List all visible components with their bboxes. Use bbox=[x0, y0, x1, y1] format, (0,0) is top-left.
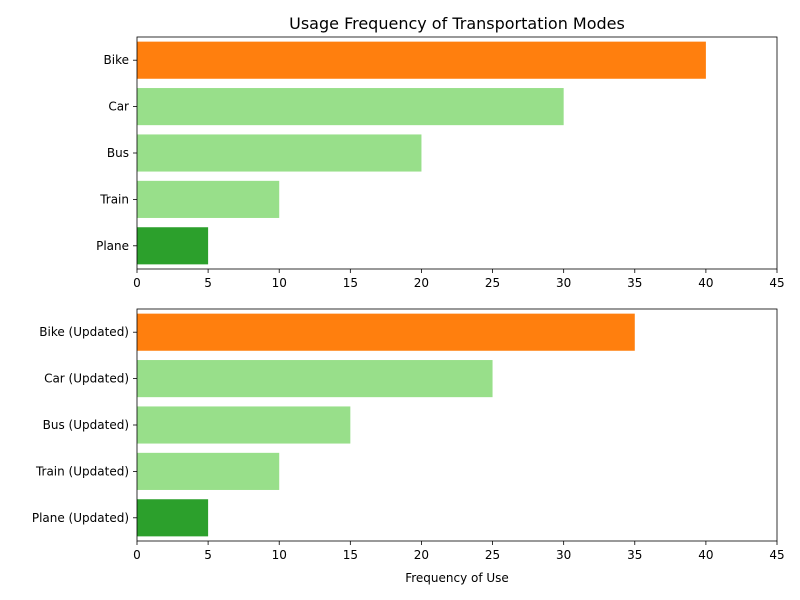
x-tick-label: 5 bbox=[204, 276, 212, 290]
y-tick-label: Plane bbox=[96, 239, 129, 253]
y-tick-label: Train (Updated) bbox=[35, 464, 129, 478]
x-tick-label: 35 bbox=[627, 276, 642, 290]
y-tick-label: Bus bbox=[107, 146, 129, 160]
x-tick-label: 0 bbox=[133, 276, 141, 290]
x-tick-label: 20 bbox=[414, 276, 429, 290]
y-tick-label: Car bbox=[108, 100, 129, 114]
x-tick-label: 10 bbox=[272, 548, 287, 562]
x-tick-label: 45 bbox=[769, 548, 784, 562]
chart-panel-1: Bike Car Bus Train Plane 0 5 10 15 20 25 30 35 40 45 Us… bbox=[96, 14, 785, 290]
bar-car bbox=[137, 88, 564, 126]
bar-train bbox=[137, 180, 280, 218]
chart-panel-2: Bike (Updated) Car (Updated) Bus (Updated)… bbox=[32, 308, 785, 585]
axes-frame bbox=[136, 308, 778, 542]
x-tick-label: 0 bbox=[133, 548, 141, 562]
y-tick-label: Bike (Updated) bbox=[39, 325, 129, 339]
y-tick-label: Bike bbox=[104, 53, 129, 67]
x-tick-label: 35 bbox=[627, 548, 642, 562]
x-tick-label: 5 bbox=[204, 548, 212, 562]
bar-bike bbox=[137, 41, 706, 79]
y-tick-label: Plane (Updated) bbox=[32, 511, 129, 525]
x-tick-label: 10 bbox=[272, 276, 287, 290]
bar-plane-updated bbox=[137, 499, 209, 537]
x-tick-label: 30 bbox=[556, 276, 571, 290]
x-tick-label: 40 bbox=[698, 276, 713, 290]
x-tick-label: 25 bbox=[485, 548, 500, 562]
axes-frame bbox=[136, 36, 778, 270]
y-tick-label: Train bbox=[99, 192, 129, 206]
x-tick-label: 40 bbox=[698, 548, 713, 562]
x-tick-label: 20 bbox=[414, 548, 429, 562]
x-tick-label: 45 bbox=[769, 276, 784, 290]
bar-car-updated bbox=[137, 360, 493, 398]
bar-plane bbox=[137, 227, 209, 265]
bar-train-updated bbox=[137, 452, 280, 490]
x-tick-label: 15 bbox=[343, 548, 358, 562]
bar-bus-updated bbox=[137, 406, 351, 444]
x-tick-label: 25 bbox=[485, 276, 500, 290]
chart-title: Usage Frequency of Transportation Modes bbox=[289, 14, 625, 33]
x-tick-label: 30 bbox=[556, 548, 571, 562]
x-axis-label: Frequency of Use bbox=[405, 571, 509, 585]
bar-bus bbox=[137, 134, 422, 172]
x-tick-label: 15 bbox=[343, 276, 358, 290]
y-tick-label: Car (Updated) bbox=[44, 372, 129, 386]
y-tick-label: Bus (Updated) bbox=[43, 418, 129, 432]
bar-bike-updated bbox=[137, 313, 635, 351]
